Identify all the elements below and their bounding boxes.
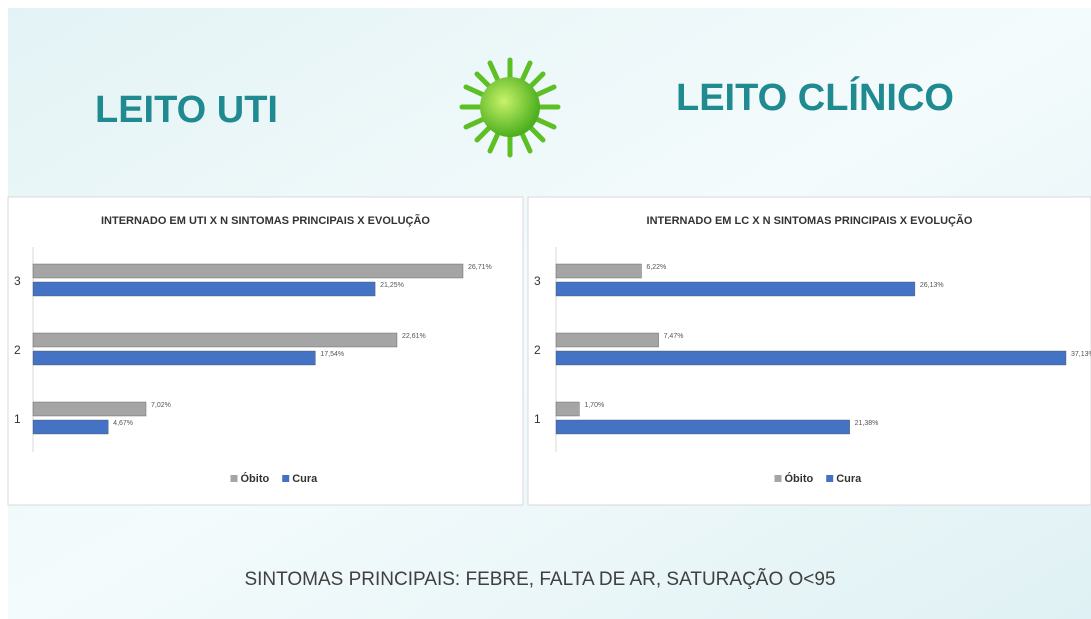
bar <box>556 420 850 434</box>
y-tick-label: 1 <box>534 412 541 426</box>
legend-swatch <box>826 475 833 482</box>
right-title: LEITO CLÍNICO <box>676 75 954 119</box>
data-label: 37,13% <box>1071 351 1091 358</box>
data-label: 26,13% <box>920 282 944 289</box>
bar <box>33 264 463 278</box>
y-tick-label: 2 <box>534 343 541 357</box>
virus-icon <box>462 60 558 155</box>
bar <box>33 420 108 434</box>
bar <box>556 264 641 278</box>
y-tick-label: 3 <box>534 274 541 288</box>
legend-label: Cura <box>292 473 318 485</box>
bar <box>556 351 1066 365</box>
data-label: 6,22% <box>646 264 666 271</box>
bar <box>33 282 375 296</box>
bar <box>556 282 915 296</box>
bar <box>33 402 146 416</box>
legend-swatch <box>775 475 782 482</box>
left-title: LEITO UTI <box>95 89 278 131</box>
slide: LEITO UTI LEITO CLÍNICO SINTOMAS PRINCIP… <box>0 0 1091 619</box>
data-label: 17,54% <box>320 351 344 358</box>
data-label: 7,02% <box>151 402 171 409</box>
data-label: 21,25% <box>380 282 404 289</box>
bar <box>556 402 579 416</box>
chart-title: INTERNADO EM LC X N SINTOMAS PRINCIPAIS … <box>647 214 973 227</box>
legend-swatch <box>231 475 238 482</box>
legend-label: Cura <box>836 473 862 485</box>
bar <box>556 333 659 347</box>
bar <box>33 333 397 347</box>
footer-text: SINTOMAS PRINCIPAIS: FEBRE, FALTA DE AR,… <box>244 568 835 590</box>
y-tick-label: 3 <box>14 274 21 288</box>
data-label: 4,67% <box>113 420 133 427</box>
data-label: 7,47% <box>664 333 684 340</box>
chart-title: INTERNADO EM UTI X N SINTOMAS PRINCIPAIS… <box>101 214 430 227</box>
legend-swatch <box>282 475 289 482</box>
legend-label: Óbito <box>785 472 814 485</box>
y-tick-label: 2 <box>14 343 21 357</box>
y-tick-label: 1 <box>14 412 21 426</box>
data-label: 26,71% <box>468 264 492 271</box>
bar <box>33 351 315 365</box>
page: LEITO UTI LEITO CLÍNICO SINTOMAS PRINCIP… <box>0 0 1091 619</box>
data-label: 21,38% <box>855 420 879 427</box>
legend-label: Óbito <box>241 472 270 485</box>
data-label: 1,70% <box>584 402 604 409</box>
data-label: 22,61% <box>402 333 426 340</box>
